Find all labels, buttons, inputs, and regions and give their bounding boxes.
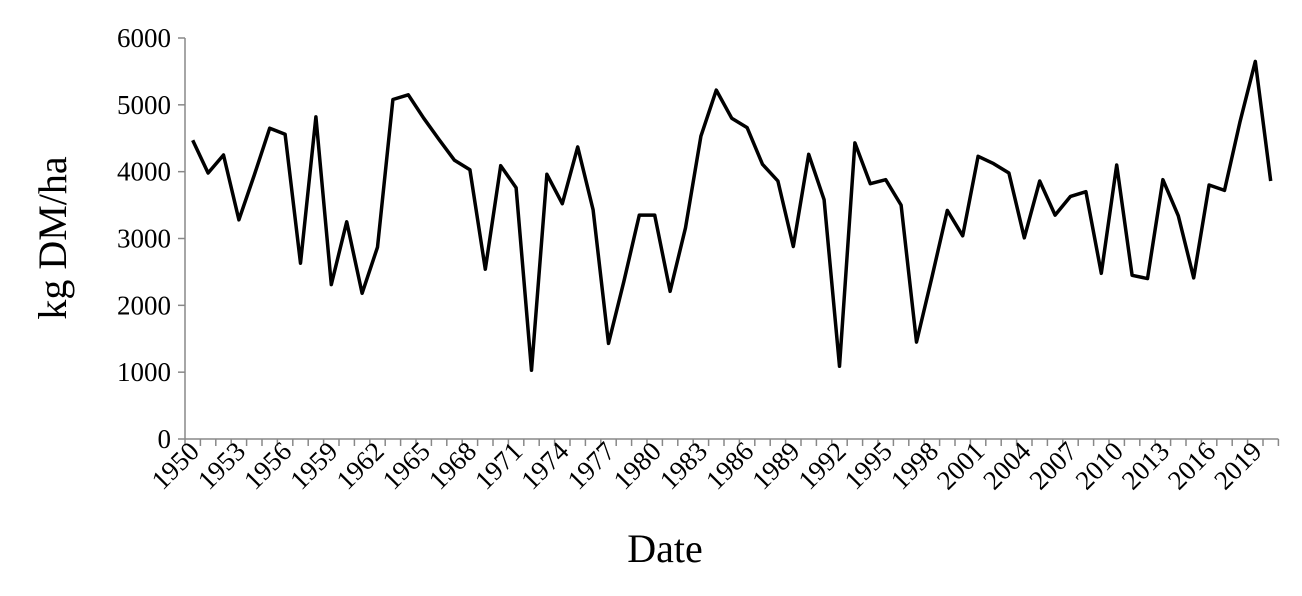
y-tick-label: 2000 bbox=[117, 290, 171, 320]
y-tick-label: 4000 bbox=[117, 157, 171, 187]
y-tick-label: 3000 bbox=[117, 224, 171, 254]
y-tick-label: 6000 bbox=[117, 23, 171, 53]
y-axis-title: kg DM/ha bbox=[30, 156, 75, 320]
data-line bbox=[191, 59, 1273, 372]
y-tick-label: 5000 bbox=[117, 90, 171, 120]
x-tick-label: 1950 bbox=[146, 436, 205, 495]
y-tick-label: 1000 bbox=[117, 357, 171, 387]
y-tick-label: 0 bbox=[158, 424, 172, 454]
x-axis-title: Date bbox=[627, 526, 703, 571]
